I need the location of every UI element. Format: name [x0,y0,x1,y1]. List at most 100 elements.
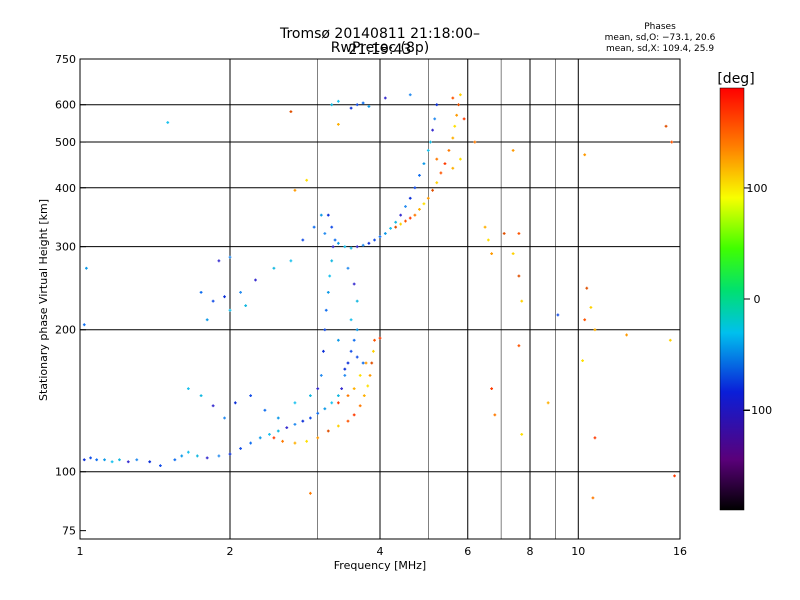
o-mode-point [361,243,365,247]
o-mode-point [394,220,398,224]
o-mode-point [316,411,320,415]
o-mode-point [312,225,316,229]
o-mode-point [330,259,334,263]
o-mode-point [228,452,232,456]
o-mode-point [426,149,430,152]
x-mode-point [346,419,350,423]
o-mode-point [556,313,560,317]
x-mode-point [399,222,403,226]
x-mode-point [493,413,497,417]
x-mode-point [305,439,309,443]
x-mode-point [316,436,320,440]
scatter-points [82,93,676,500]
x-mode-point [591,496,595,500]
o-mode-point [322,349,325,353]
o-mode-point [110,460,114,464]
x-mode-point [289,110,293,114]
x-mode-point [451,166,455,170]
y-tick-label: 600 [55,99,76,112]
o-mode-point [276,429,280,433]
o-mode-point [173,458,177,462]
o-mode-point [336,338,340,342]
o-mode-point [228,308,232,312]
o-mode-point [89,456,92,460]
x-mode-point [451,136,455,140]
x-mode-point [520,299,524,303]
x-mode-point [546,401,550,405]
phases-heading: Phases [644,22,676,32]
x-mode-point [336,123,340,126]
o-mode-point [217,259,221,263]
o-mode-point [422,162,426,166]
chart-subtitle: RwPretec (8p) [330,40,430,56]
x-mode-point [435,157,439,161]
o-mode-point [346,266,350,270]
x-tick-label: 10 [571,545,585,558]
x-mode-point [404,219,407,223]
x-mode-point [455,113,459,117]
x-mode-point [589,306,593,309]
plot-frame [79,58,681,540]
o-mode-point [343,367,347,371]
o-mode-point [301,419,305,423]
y-tick-label: 75 [62,525,76,538]
o-mode-point [319,213,323,217]
o-mode-point [361,361,365,365]
o-mode-point [244,304,248,308]
o-mode-point [355,328,359,332]
o-mode-point [195,454,199,458]
o-mode-point [118,458,121,462]
x-mode-point [511,149,515,152]
x-mode-point [457,103,460,107]
o-mode-point [435,103,439,107]
x-tick-label: 16 [673,545,687,558]
y-axis-ticks: 75 100 200 300 400 500 600 750 [55,53,86,538]
o-mode-point [82,323,86,327]
x-mode-point [358,374,362,377]
o-mode-point [211,299,215,303]
o-mode-point [323,407,327,411]
x-mode-point [490,252,494,256]
o-mode-point [399,213,403,217]
o-mode-point [239,447,242,450]
x-mode-point [486,238,490,242]
x-tick-label: 8 [527,545,534,558]
o-mode-point [367,105,371,108]
x-mode-point [281,439,284,443]
o-mode-point [330,401,334,405]
x-tick-label: 1 [77,545,84,558]
o-mode-point [349,106,353,110]
x-mode-point [462,117,466,121]
y-tick-label: 100 [55,466,76,479]
x-tick-label: 2 [227,545,234,558]
x-mode-point [517,232,521,235]
phases-o-stats: mean, sd,O: −73.1, 20.6 [604,33,716,43]
x-mode-point [668,338,672,342]
x-mode-point [447,149,451,152]
y-tick-label: 500 [55,136,76,149]
x-mode-point [378,336,382,340]
o-mode-point [336,394,340,398]
x-mode-point [581,359,584,363]
o-mode-point [186,387,190,391]
colorbar-tick-label: −100 [742,404,772,417]
o-mode-point [418,173,421,177]
o-mode-point [355,355,359,359]
o-mode-point [319,374,323,377]
o-mode-point [258,436,262,440]
o-mode-point [159,464,162,468]
o-mode-point [408,196,412,200]
x-mode-point [352,413,356,417]
o-mode-point [309,416,312,420]
o-mode-point [413,186,417,190]
colorbar-ticks: 100 0 −100 [742,182,772,417]
phases-x-stats: mean, sd,X: 109.4, 25.9 [605,44,715,54]
x-mode-point [439,171,443,175]
x-mode-point [422,202,426,206]
x-mode-point [362,394,366,398]
colorbar [719,87,745,511]
x-mode-point [583,153,587,157]
o-mode-point [343,245,347,249]
o-mode-point [404,205,407,208]
y-tick-label: 750 [55,53,76,66]
